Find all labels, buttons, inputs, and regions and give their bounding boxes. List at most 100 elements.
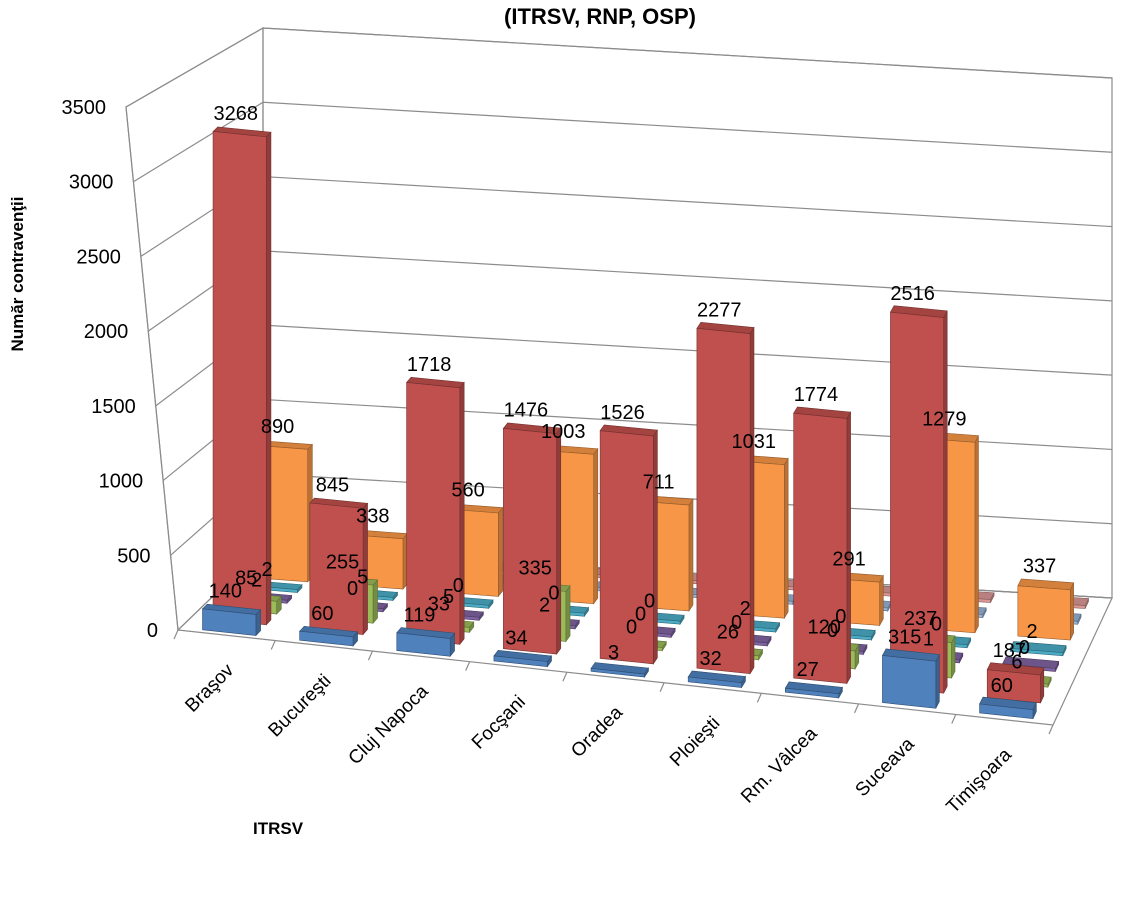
bar bbox=[889, 305, 948, 694]
data-label: 2 bbox=[251, 570, 262, 592]
gridline bbox=[133, 101, 1113, 183]
data-label: 0 bbox=[1019, 637, 1030, 659]
bar bbox=[405, 376, 465, 646]
data-label: 34 bbox=[505, 627, 527, 649]
x-tick-label: Suceava bbox=[852, 734, 919, 801]
data-label: 60 bbox=[991, 675, 1013, 697]
bar-side bbox=[783, 457, 789, 620]
bar-front bbox=[212, 131, 267, 626]
x-tick-label: Timişoara bbox=[943, 744, 1017, 818]
data-label: 2 bbox=[539, 595, 550, 617]
y-tick-label: 500 bbox=[117, 545, 150, 567]
data-label: 3268 bbox=[214, 103, 259, 125]
data-label: 338 bbox=[356, 506, 389, 528]
gridline bbox=[125, 27, 1113, 108]
bar-side bbox=[459, 381, 465, 646]
data-label: 0 bbox=[347, 578, 358, 600]
x-tick bbox=[951, 714, 957, 724]
data-label: 890 bbox=[261, 416, 294, 438]
data-label: 1031 bbox=[732, 431, 777, 453]
bar-front bbox=[396, 632, 451, 657]
bar-side bbox=[943, 310, 948, 694]
bar-front bbox=[882, 655, 937, 709]
bar bbox=[979, 696, 1037, 720]
chart-bars bbox=[201, 126, 1089, 720]
data-label: 1 bbox=[923, 628, 934, 650]
data-label: 2277 bbox=[697, 299, 742, 321]
chart-title: (ITRSV, RNP, OSP) bbox=[504, 4, 696, 29]
data-label: 0 bbox=[548, 583, 559, 605]
gridline bbox=[147, 250, 1113, 332]
data-label: 32 bbox=[699, 648, 721, 670]
x-tick-label: Oradea bbox=[567, 702, 627, 762]
y-tick-label: 2000 bbox=[84, 321, 129, 343]
data-label: 119 bbox=[403, 604, 435, 626]
bar bbox=[396, 627, 456, 658]
data-label: 291 bbox=[832, 548, 865, 570]
data-label: 0 bbox=[453, 575, 464, 597]
data-label: 1003 bbox=[541, 421, 586, 443]
data-label: 2 bbox=[262, 559, 273, 581]
bar bbox=[590, 662, 649, 679]
data-label: 1279 bbox=[922, 408, 967, 430]
data-label: 2 bbox=[740, 598, 751, 620]
gridline bbox=[140, 175, 1113, 257]
bar-front bbox=[202, 608, 257, 636]
bar-front bbox=[299, 630, 354, 647]
bar-side bbox=[593, 447, 599, 605]
bar bbox=[493, 650, 553, 668]
y-tick-label: 3000 bbox=[69, 172, 114, 194]
bar-front bbox=[793, 412, 848, 684]
bar-front bbox=[785, 687, 840, 699]
data-label: 237 bbox=[904, 608, 937, 630]
x-tick-label: Ploieşti bbox=[666, 713, 724, 771]
data-label: 3 bbox=[608, 642, 619, 664]
data-label: 33 bbox=[428, 594, 450, 616]
data-label: 1526 bbox=[600, 402, 645, 424]
bar bbox=[881, 648, 940, 709]
data-label: 0 bbox=[827, 620, 838, 642]
bar bbox=[201, 603, 262, 637]
data-label: 0 bbox=[644, 590, 655, 612]
y-tick-label: 3500 bbox=[62, 97, 107, 119]
data-label: 560 bbox=[451, 480, 484, 502]
bar bbox=[299, 625, 359, 647]
bar bbox=[1009, 641, 1067, 657]
y-tick-label: 2500 bbox=[76, 246, 121, 268]
x-tick-label: Braşov bbox=[181, 660, 238, 717]
x-axis-title: ITRSV bbox=[253, 819, 304, 838]
bar bbox=[687, 670, 746, 689]
x-tick bbox=[173, 629, 179, 640]
bar-front bbox=[687, 676, 742, 688]
y-tick-label: 1000 bbox=[99, 471, 144, 493]
bar bbox=[793, 406, 852, 685]
data-label: 2 bbox=[1026, 621, 1037, 643]
data-label: 255 bbox=[326, 551, 359, 573]
data-label: 1718 bbox=[407, 354, 452, 376]
gridline bbox=[155, 324, 1113, 407]
x-tick-label: Rm. Vâlcea bbox=[737, 723, 822, 808]
x-tick-label: Bucureşti bbox=[265, 671, 336, 742]
data-label: 85 bbox=[235, 568, 257, 590]
data-label: 27 bbox=[797, 659, 819, 681]
bar-side bbox=[935, 654, 940, 709]
x-tick bbox=[756, 693, 762, 703]
data-label: 1476 bbox=[504, 400, 549, 422]
x-tick bbox=[854, 703, 860, 714]
bar-front bbox=[599, 430, 654, 665]
bar-front bbox=[503, 428, 557, 655]
bar-side bbox=[974, 435, 979, 633]
data-label: 315 bbox=[888, 626, 921, 648]
bar-front bbox=[590, 668, 645, 678]
x-tick bbox=[659, 682, 665, 693]
bar bbox=[986, 662, 1045, 704]
bar-front bbox=[1017, 585, 1071, 641]
bar-side bbox=[749, 326, 755, 675]
x-tick bbox=[562, 671, 568, 682]
data-label: 0 bbox=[626, 616, 637, 638]
bar-side bbox=[498, 506, 503, 598]
bar bbox=[1017, 578, 1075, 641]
data-label: 0 bbox=[835, 606, 846, 628]
bar-side bbox=[879, 574, 884, 627]
